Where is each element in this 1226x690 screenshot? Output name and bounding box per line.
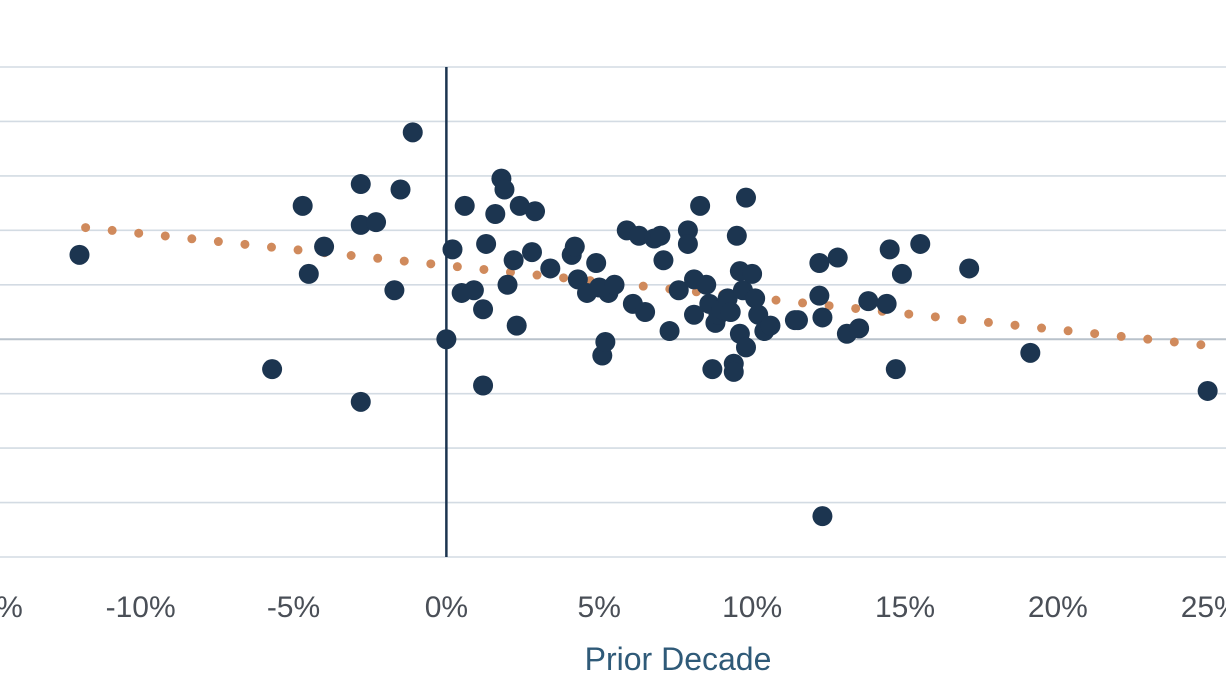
data-point [812, 307, 833, 328]
data-point [506, 315, 527, 336]
data-point [702, 359, 723, 380]
scatter-points [69, 122, 1218, 527]
x-tick-labels: -15% -10% -5% 0% 5% 10% 15% 20% 25% [0, 591, 1226, 624]
data-point [653, 250, 674, 271]
x-tick-label: -5% [267, 591, 320, 624]
data-point [677, 233, 698, 254]
data-point [473, 375, 494, 396]
data-point [476, 233, 497, 254]
data-point [485, 204, 506, 224]
data-point [69, 244, 90, 265]
data-point [635, 302, 656, 322]
data-point [690, 195, 711, 216]
data-point [742, 263, 763, 284]
data-point [684, 304, 705, 325]
data-point [494, 179, 515, 200]
data-point [604, 274, 625, 295]
data-point [628, 225, 649, 246]
x-tick-label: 5% [578, 591, 621, 624]
data-point [959, 258, 980, 279]
data-point [696, 274, 717, 295]
data-point [812, 506, 833, 527]
trendline-series [81, 223, 1226, 352]
data-point [521, 242, 542, 263]
data-point [827, 247, 848, 268]
data-point [442, 239, 463, 260]
x-tick-label: 15% [875, 591, 935, 624]
x-tick-label: 10% [722, 591, 782, 624]
data-point [473, 299, 494, 320]
data-point [262, 359, 283, 380]
data-point [720, 302, 741, 322]
data-point [1020, 342, 1041, 363]
x-tick-label: -10% [106, 591, 176, 624]
data-point [1197, 380, 1218, 401]
data-point [540, 258, 561, 279]
data-point [402, 122, 423, 143]
data-point [735, 187, 756, 208]
x-tick-label: -15% [0, 591, 23, 624]
data-point [564, 236, 585, 257]
data-point [586, 253, 607, 273]
data-point [879, 239, 900, 260]
data-point [876, 293, 897, 314]
data-point [809, 253, 830, 273]
data-point [595, 331, 616, 352]
data-point [509, 195, 530, 216]
data-point [787, 310, 808, 331]
data-point [650, 225, 671, 246]
data-point [314, 236, 335, 257]
data-point [384, 280, 405, 301]
data-point [497, 274, 518, 295]
data-point [390, 179, 411, 200]
data-point [726, 225, 747, 246]
trendline [81, 223, 1226, 352]
data-point [735, 337, 756, 358]
data-point [350, 174, 371, 195]
data-point [292, 195, 313, 216]
data-point [723, 361, 744, 382]
data-point [454, 195, 475, 216]
data-point [885, 359, 906, 380]
data-point [525, 201, 546, 222]
data-point [298, 263, 319, 284]
data-point [350, 391, 371, 412]
grid-lines [0, 66, 1226, 558]
data-point [745, 288, 766, 309]
x-tick-label: 0% [425, 591, 468, 624]
data-point [760, 315, 781, 336]
data-point [350, 214, 371, 235]
x-tick-label: 25% [1181, 591, 1226, 624]
data-point [910, 233, 931, 254]
data-point [858, 291, 879, 312]
data-point [451, 282, 472, 303]
data-point [366, 212, 387, 233]
data-point [503, 250, 524, 271]
data-point [436, 329, 457, 350]
x-tick-label: 20% [1028, 591, 1088, 624]
x-axis-title: Prior Decade [585, 641, 772, 677]
data-point [668, 280, 689, 301]
data-point [809, 285, 830, 306]
data-point [659, 321, 680, 342]
data-point [589, 277, 610, 298]
data-point [891, 263, 912, 284]
data-point [849, 318, 870, 339]
